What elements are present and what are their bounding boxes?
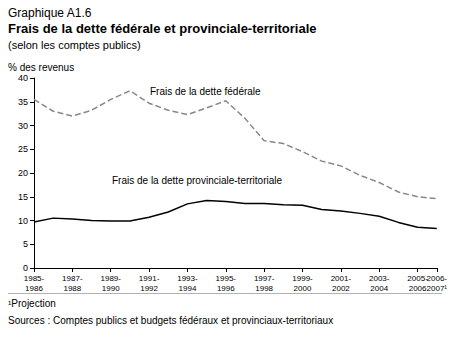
svg-text:(selon les comptes publics): (selon les comptes publics) — [8, 39, 141, 51]
svg-text:Frais de la dette fédérale et: Frais de la dette fédérale et provincial… — [8, 21, 317, 36]
svg-text:1991-: 1991- — [139, 274, 160, 283]
svg-text:1994: 1994 — [179, 284, 197, 293]
svg-text:1990: 1990 — [102, 284, 120, 293]
svg-text:1995-: 1995- — [216, 274, 237, 283]
svg-text:2007¹: 2007¹ — [427, 284, 448, 293]
svg-text:2003-: 2003- — [369, 274, 390, 283]
svg-text:2001-: 2001- — [331, 274, 352, 283]
svg-text:1993-: 1993- — [177, 274, 198, 283]
svg-text:15: 15 — [18, 192, 28, 202]
svg-text:Frais de la dette fédérale: Frais de la dette fédérale — [150, 86, 261, 97]
svg-text:% des revenus: % des revenus — [8, 62, 74, 73]
svg-text:5: 5 — [23, 239, 28, 249]
svg-text:1988: 1988 — [63, 284, 81, 293]
svg-text:1992: 1992 — [140, 284, 158, 293]
svg-text:25: 25 — [18, 144, 28, 154]
svg-text:1987-: 1987- — [62, 274, 83, 283]
svg-text:20: 20 — [18, 168, 28, 178]
svg-text:40: 40 — [18, 73, 28, 83]
svg-text:Frais de la dette provinciale-: Frais de la dette provinciale-territoria… — [112, 175, 283, 186]
svg-text:1999-: 1999- — [292, 274, 313, 283]
svg-text:2002: 2002 — [332, 284, 350, 293]
svg-text:2005-: 2005- — [407, 274, 428, 283]
svg-text:1998: 1998 — [255, 284, 273, 293]
svg-text:10: 10 — [18, 216, 28, 226]
svg-text:1996: 1996 — [217, 284, 235, 293]
svg-text:1986: 1986 — [25, 284, 43, 293]
svg-text:2006-: 2006- — [427, 274, 448, 283]
svg-text:¹Projection: ¹Projection — [8, 298, 56, 309]
svg-text:Graphique A1.6: Graphique A1.6 — [8, 6, 92, 20]
svg-text:0: 0 — [23, 263, 28, 273]
svg-text:1985-: 1985- — [24, 274, 45, 283]
svg-text:35: 35 — [18, 97, 28, 107]
svg-text:1997-: 1997- — [254, 274, 275, 283]
svg-text:Sources : Comptes publics et b: Sources : Comptes publics et budgets féd… — [8, 315, 333, 326]
svg-text:30: 30 — [18, 121, 28, 131]
svg-text:2004: 2004 — [370, 284, 388, 293]
svg-text:2006: 2006 — [409, 284, 427, 293]
svg-text:1989-: 1989- — [100, 274, 121, 283]
svg-text:2000: 2000 — [294, 284, 312, 293]
